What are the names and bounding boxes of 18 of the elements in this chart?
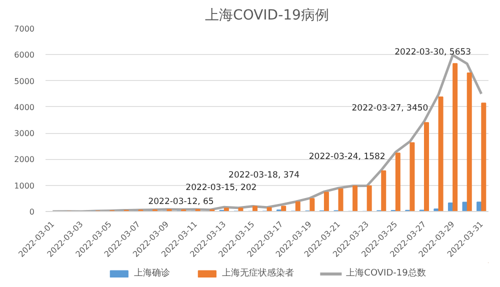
y-tick-label: 2000 (14, 155, 34, 164)
y-tick-label: 4000 (14, 102, 34, 112)
chart-title: 上海COVID-19病例 (205, 8, 329, 24)
annotation: 2022-03-27, 3450 (352, 103, 428, 114)
annotation: 2022-03-24, 1582 (308, 152, 386, 162)
legend-label: 上海确诊 (134, 267, 170, 280)
y-tick-label: 5000 (14, 76, 34, 86)
annotation: 2022-03-18, 374 (228, 170, 300, 181)
y-tick-label: 1000 (14, 181, 34, 190)
annotation: 2022-03-15, 202 (186, 183, 257, 194)
legend-label: 上海COVID-19总数 (346, 267, 426, 280)
annotation: 2022-03-12, 65 (148, 196, 214, 207)
y-tick-label: 7000 (14, 24, 34, 34)
annotation: 2022-03-30, 5653 (394, 48, 472, 58)
y-tick-label: 3000 (14, 129, 34, 138)
y-tick-label: 0 (29, 208, 35, 216)
y-tick-label: 6000 (14, 50, 34, 60)
legend-label: 上海无症状感染者 (222, 267, 294, 280)
